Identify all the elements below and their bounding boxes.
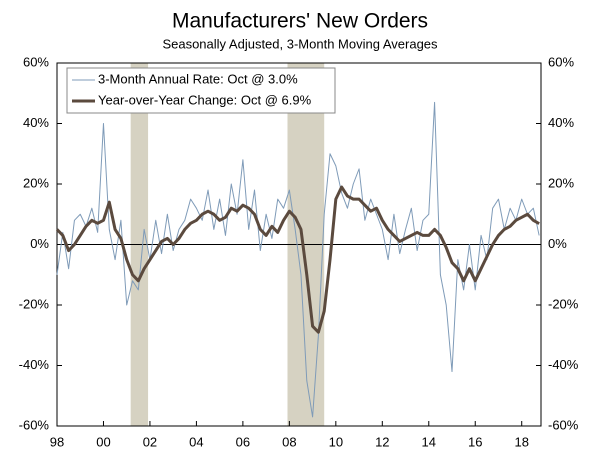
y-tick-label: -40% xyxy=(19,357,50,372)
y2-tick-label: 40% xyxy=(548,115,574,130)
y-tick-label: 40% xyxy=(23,115,49,130)
x-tick-label: 14 xyxy=(422,434,436,449)
x-tick-label: 10 xyxy=(329,434,343,449)
series-line xyxy=(56,101,540,418)
y2-tick-label: -40% xyxy=(548,357,579,372)
y-tick-label: -20% xyxy=(19,296,50,311)
legend-label: Year-over-Year Change: Oct @ 6.9% xyxy=(98,92,312,107)
x-tick-label: 16 xyxy=(468,434,482,449)
y2-tick-label: 0% xyxy=(548,236,567,251)
legend-box xyxy=(66,67,336,114)
y2-tick-label: 20% xyxy=(548,175,574,190)
x-tick-label: 06 xyxy=(236,434,250,449)
x-tick-label: 02 xyxy=(143,434,157,449)
x-tick-label: 98 xyxy=(50,434,64,449)
y-tick-label: 60% xyxy=(23,54,49,69)
series-line xyxy=(55,185,540,334)
x-tick-label: 00 xyxy=(96,434,110,449)
legend-label: 3-Month Annual Rate: Oct @ 3.0% xyxy=(98,71,298,86)
chart-title: Manufacturers' New Orders xyxy=(172,10,428,33)
x-tick-label: 12 xyxy=(375,434,389,449)
y2-tick-label: -20% xyxy=(548,296,579,311)
x-tick-label: 18 xyxy=(514,434,528,449)
chart-subtitle: Seasonally Adjusted, 3-Month Moving Aver… xyxy=(162,36,438,51)
y2-tick-label: 60% xyxy=(548,54,574,69)
y-tick-label: 0% xyxy=(30,236,49,251)
y-tick-label: -60% xyxy=(19,417,50,432)
y-tick-label: 20% xyxy=(23,175,49,190)
x-tick-label: 04 xyxy=(189,434,203,449)
y2-tick-label: -60% xyxy=(548,417,579,432)
x-tick-label: 08 xyxy=(282,434,296,449)
